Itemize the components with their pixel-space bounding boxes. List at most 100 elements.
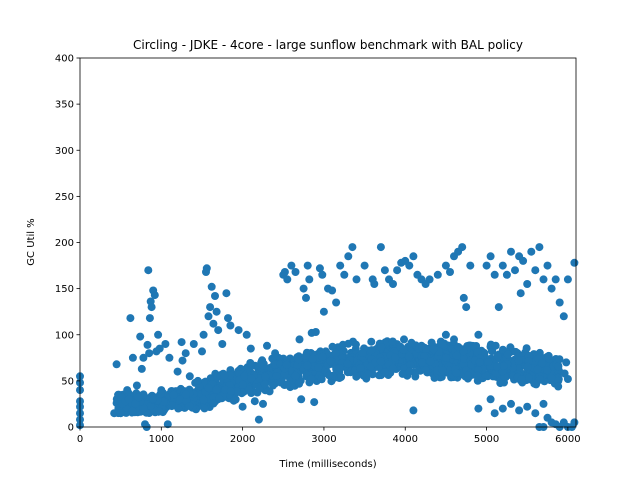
data-point [215,394,224,403]
data-point [245,385,254,394]
data-point [139,404,148,413]
data-point [263,341,271,350]
data-point [211,292,219,300]
data-point [563,275,572,284]
data-point [340,270,349,279]
data-point [460,354,468,363]
data-point [531,409,540,418]
data-point [438,366,447,375]
data-point [295,379,304,388]
data-point [570,258,579,267]
data-point [149,394,158,403]
data-point [514,356,523,365]
data-point [299,284,308,293]
data-point [422,345,430,353]
data-point [554,382,563,391]
data-point [169,390,178,399]
data-point [222,289,231,298]
data-point [360,261,369,270]
data-point [318,270,327,279]
data-point [441,330,450,339]
data-point [389,280,397,288]
data-point [336,261,345,270]
data-point [193,376,202,385]
data-point [261,372,270,381]
data-point [498,261,507,270]
data-point [547,373,556,382]
data-point [199,395,208,404]
data-point [351,340,360,349]
data-point [527,247,536,256]
y-tick-label: 0 [68,423,74,434]
data-point [163,420,172,429]
data-point [283,380,292,389]
data-point [282,360,291,369]
y-tick-label: 50 [61,376,74,387]
data-point [562,358,571,367]
data-point [356,363,365,372]
data-point [232,387,241,396]
data-point [246,344,255,353]
data-point [155,344,164,353]
x-tick-label: 0 [77,434,83,445]
data-point [250,397,259,406]
data-point [551,275,560,284]
data-point [543,261,552,270]
data-point [294,355,303,364]
data-point [185,372,194,381]
data-point [112,360,121,369]
data-point [433,270,442,279]
data-point [426,357,435,366]
data-point [332,298,341,307]
data-point [226,387,235,396]
data-point [523,280,532,288]
data-point [272,372,281,380]
data-point [234,326,243,335]
data-point [499,362,508,370]
data-point [474,365,483,374]
data-point [254,415,263,424]
data-point [134,393,143,402]
data-point [405,367,414,376]
data-point [420,352,429,361]
data-point [310,398,319,407]
data-point [555,298,564,307]
data-point [212,307,221,316]
data-point [427,338,436,347]
y-tick-label: 300 [55,146,74,157]
data-point [167,401,176,410]
x-axis-label: Time (milliseconds) [278,459,376,470]
data-point [507,399,515,408]
y-tick-label: 150 [55,284,74,295]
data-point [348,243,357,252]
data-point [405,261,414,270]
data-point [429,345,438,354]
data-point [367,346,376,355]
data-point [376,243,385,252]
data-point [417,358,426,367]
data-point [291,371,300,380]
data-point [240,372,249,381]
x-tick-label: 5000 [474,434,499,445]
data-point [462,303,471,312]
data-point [452,368,461,377]
data-point [204,384,213,393]
data-point [176,395,185,404]
data-point [551,420,560,429]
data-point [318,352,327,361]
data-point [539,275,548,284]
data-point [468,341,477,350]
data-point [218,340,227,348]
data-point [224,314,232,323]
data-point [181,390,190,399]
data-point [174,404,183,413]
y-tick-label: 200 [55,238,74,249]
data-point [328,342,337,351]
data-point [260,380,269,389]
x-tick-label: 4000 [393,434,418,445]
data-point [110,409,119,418]
data-point [519,256,528,265]
data-point [367,337,376,346]
data-point [406,361,415,369]
y-tick-label: 250 [55,192,74,203]
